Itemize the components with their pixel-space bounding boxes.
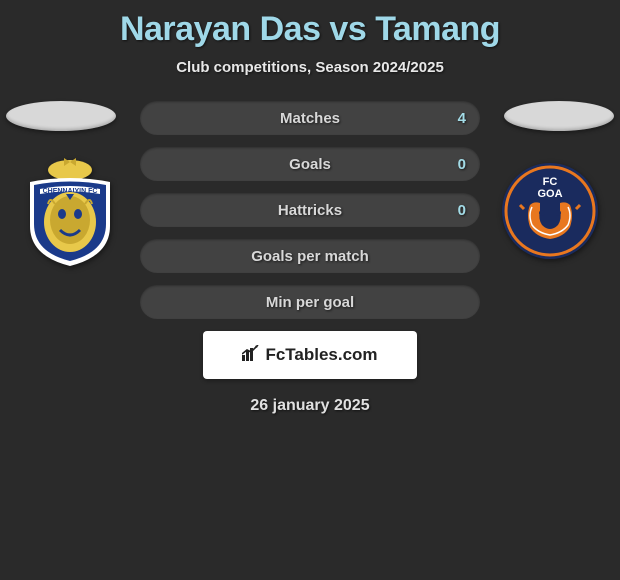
brand-box: FcTables.com [203, 331, 417, 379]
page-title: Narayan Das vs Tamang [0, 0, 620, 49]
stat-right-value: 0 [458, 202, 466, 219]
main-area: CHENNAIYIN FC FC GOA Matches 4 [0, 101, 620, 415]
fcgoa-crest-icon: FC GOA [500, 156, 600, 266]
page-subtitle: Club competitions, Season 2024/2025 [0, 59, 620, 76]
stat-label: Goals per match [251, 248, 369, 265]
stat-row-gpm: Goals per match [140, 239, 480, 273]
svg-text:FC: FC [543, 176, 558, 188]
oval-left [6, 101, 116, 131]
stat-label: Goals [289, 156, 331, 173]
brand-text: FcTables.com [242, 345, 377, 366]
stat-row-matches: Matches 4 [140, 101, 480, 135]
stat-row-mpg: Min per goal [140, 285, 480, 319]
stat-label: Min per goal [266, 294, 354, 311]
crest-right: FC GOA [500, 156, 600, 266]
chennaiyin-crest-icon: CHENNAIYIN FC [20, 156, 120, 266]
stat-right-value: 4 [458, 110, 466, 127]
brand-label: FcTables.com [265, 345, 377, 365]
stat-label: Matches [280, 110, 340, 127]
footer-date: 26 january 2025 [0, 397, 620, 415]
stat-right-value: 0 [458, 156, 466, 173]
stat-row-goals: Goals 0 [140, 147, 480, 181]
svg-text:GOA: GOA [537, 188, 562, 200]
oval-right [504, 101, 614, 131]
stat-rows: Matches 4 Goals 0 Hattricks 0 Goals per … [140, 101, 480, 319]
stat-label: Hattricks [278, 202, 342, 219]
stat-row-hattricks: Hattricks 0 [140, 193, 480, 227]
chart-icon [242, 345, 260, 366]
crest-left: CHENNAIYIN FC [20, 156, 120, 266]
